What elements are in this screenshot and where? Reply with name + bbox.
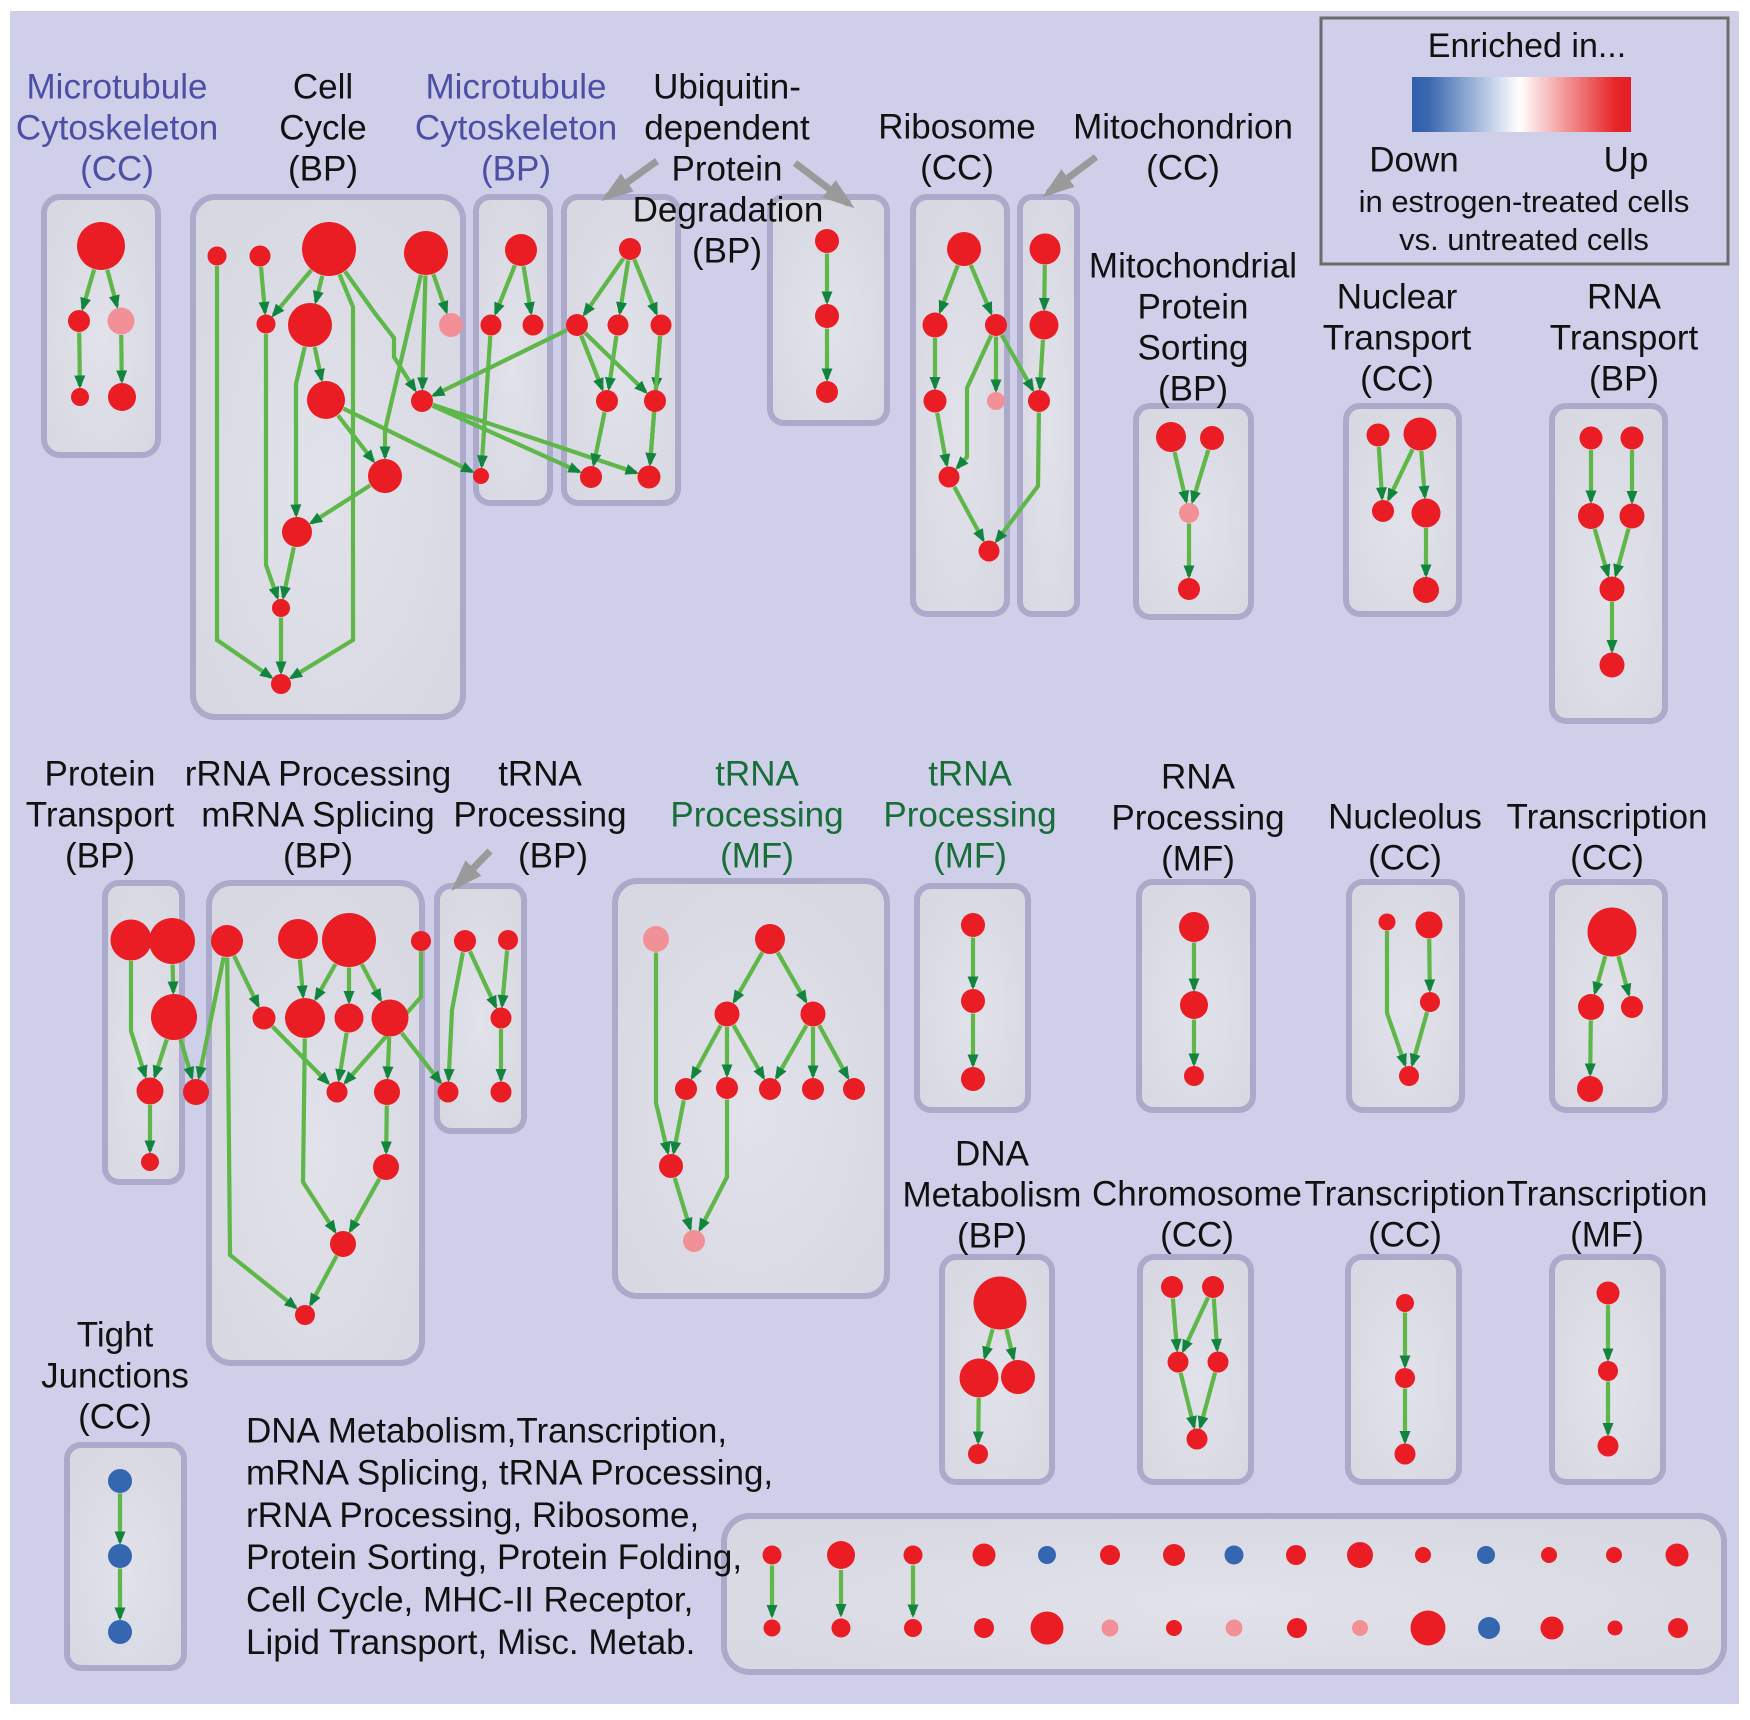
svg-text:Chromosome: Chromosome	[1092, 1174, 1302, 1213]
svg-text:rRNA Processing, Ribosome,: rRNA Processing, Ribosome,	[246, 1496, 699, 1535]
svg-text:Enriched in...: Enriched in...	[1428, 27, 1626, 65]
svg-text:(MF): (MF)	[720, 836, 794, 875]
svg-text:Mitochondrial: Mitochondrial	[1089, 246, 1297, 285]
svg-text:Microtubule: Microtubule	[27, 67, 208, 106]
svg-text:(BP): (BP)	[65, 836, 135, 875]
svg-text:(CC): (CC)	[1570, 838, 1644, 877]
svg-text:rRNA Processing: rRNA Processing	[185, 754, 451, 793]
svg-text:tRNA: tRNA	[715, 754, 799, 793]
svg-text:Ubiquitin-: Ubiquitin-	[653, 67, 801, 106]
svg-text:(BP): (BP)	[518, 836, 588, 875]
svg-text:(MF): (MF)	[1161, 839, 1235, 878]
svg-text:Sorting: Sorting	[1138, 328, 1249, 367]
svg-text:Protein: Protein	[45, 754, 156, 793]
svg-text:(CC): (CC)	[80, 149, 154, 188]
svg-text:Nuclear: Nuclear	[1337, 277, 1458, 316]
svg-text:Processing: Processing	[883, 795, 1056, 834]
svg-text:Junctions: Junctions	[41, 1356, 189, 1395]
svg-text:Down: Down	[1369, 140, 1458, 179]
svg-text:(BP): (BP)	[692, 231, 762, 270]
svg-text:Protein: Protein	[672, 149, 783, 188]
svg-text:Transcription: Transcription	[1305, 1174, 1506, 1213]
svg-text:tRNA: tRNA	[928, 754, 1012, 793]
svg-text:(CC): (CC)	[1160, 1215, 1234, 1254]
svg-text:(BP): (BP)	[957, 1216, 1027, 1255]
svg-text:Nucleolus: Nucleolus	[1328, 797, 1482, 836]
svg-text:Degradation: Degradation	[633, 190, 824, 229]
svg-text:mRNA Splicing: mRNA Splicing	[201, 795, 434, 834]
svg-text:Cytoskeleton: Cytoskeleton	[16, 108, 218, 147]
svg-text:Microtubule: Microtubule	[426, 67, 607, 106]
svg-text:Cell Cycle, MHC-II Receptor,: Cell Cycle, MHC-II Receptor,	[246, 1580, 693, 1619]
svg-text:Mitochondrion: Mitochondrion	[1073, 107, 1293, 146]
svg-text:(BP): (BP)	[288, 149, 358, 188]
svg-text:dependent: dependent	[644, 108, 810, 147]
svg-text:(BP): (BP)	[1158, 369, 1228, 408]
svg-text:Transcription: Transcription	[1507, 797, 1708, 836]
svg-text:(CC): (CC)	[1368, 1215, 1442, 1254]
svg-text:Up: Up	[1604, 140, 1649, 179]
svg-text:Processing: Processing	[1111, 798, 1284, 837]
svg-text:Transport: Transport	[1323, 318, 1472, 357]
svg-text:tRNA: tRNA	[498, 754, 582, 793]
svg-text:(CC): (CC)	[1368, 838, 1442, 877]
svg-text:Transport: Transport	[1550, 318, 1699, 357]
svg-text:RNA: RNA	[1587, 277, 1662, 316]
svg-text:(BP): (BP)	[481, 149, 551, 188]
svg-text:DNA Metabolism,Transcription,: DNA Metabolism,Transcription,	[246, 1411, 727, 1450]
svg-text:Cell: Cell	[293, 67, 353, 106]
svg-text:Cycle: Cycle	[279, 108, 367, 147]
svg-text:Ribosome: Ribosome	[878, 107, 1036, 146]
svg-text:Transcription: Transcription	[1507, 1174, 1708, 1213]
svg-text:vs. untreated cells: vs. untreated cells	[1399, 222, 1649, 257]
svg-text:mRNA Splicing, tRNA Processing: mRNA Splicing, tRNA Processing,	[246, 1454, 773, 1493]
svg-text:(CC): (CC)	[78, 1397, 152, 1436]
svg-text:in estrogen-treated cells: in estrogen-treated cells	[1359, 184, 1690, 219]
svg-text:RNA: RNA	[1161, 757, 1236, 796]
svg-text:Protein: Protein	[1138, 287, 1249, 326]
svg-text:(MF): (MF)	[1570, 1215, 1644, 1254]
svg-text:Processing: Processing	[453, 795, 626, 834]
svg-text:Protein Sorting, Protein Foldi: Protein Sorting, Protein Folding,	[246, 1538, 742, 1577]
svg-text:(BP): (BP)	[283, 836, 353, 875]
svg-text:DNA: DNA	[955, 1134, 1030, 1173]
svg-text:Cytoskeleton: Cytoskeleton	[415, 108, 617, 147]
svg-text:Tight: Tight	[77, 1315, 154, 1354]
svg-text:(CC): (CC)	[1146, 148, 1220, 187]
svg-text:Processing: Processing	[670, 795, 843, 834]
svg-text:(CC): (CC)	[1360, 359, 1434, 398]
svg-text:Lipid Transport, Misc. Metab.: Lipid Transport, Misc. Metab.	[246, 1623, 695, 1662]
svg-text:(MF): (MF)	[933, 836, 1007, 875]
svg-text:Metabolism: Metabolism	[903, 1175, 1082, 1214]
svg-text:Transport: Transport	[26, 795, 175, 834]
svg-text:(CC): (CC)	[920, 148, 994, 187]
svg-text:(BP): (BP)	[1589, 359, 1659, 398]
